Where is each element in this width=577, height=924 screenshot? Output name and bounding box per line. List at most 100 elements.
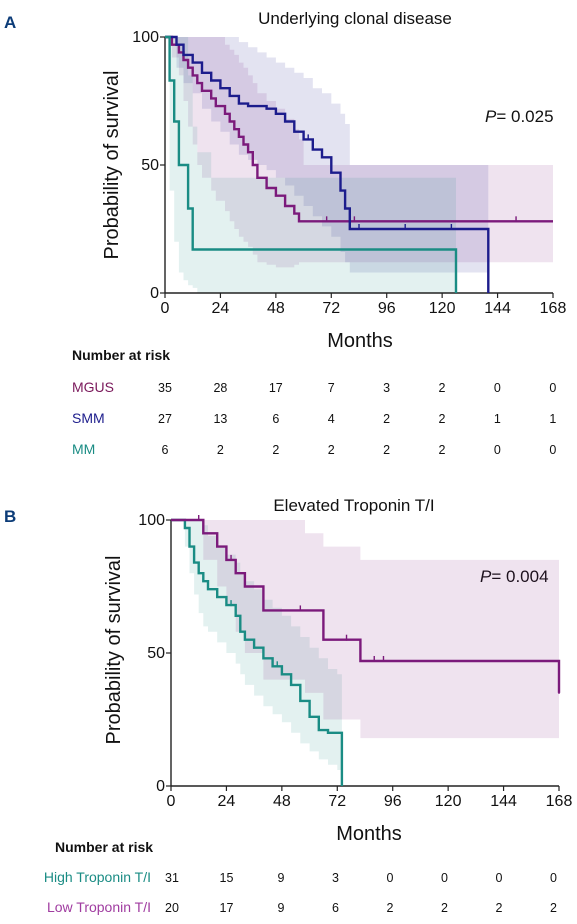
risk-count: 0: [550, 871, 557, 885]
risk-count: 1: [494, 412, 501, 426]
y-tick-label: 0: [156, 778, 165, 795]
y-tick-label: 50: [141, 157, 159, 174]
risk-count: 2: [383, 412, 390, 426]
risk-row-label: MGUS: [72, 379, 114, 395]
x-tick-label: 96: [378, 300, 396, 317]
y-tick-label: 50: [147, 645, 165, 662]
risk-count: 2: [496, 901, 503, 915]
curves-a: [165, 35, 553, 293]
risk-count: 3: [332, 871, 339, 885]
risk-count: 0: [441, 871, 448, 885]
x-tick-label: 48: [273, 793, 291, 810]
x-tick-label: 0: [161, 300, 170, 317]
risk-count: 31: [165, 871, 179, 885]
panel-label-b: B: [4, 507, 16, 526]
risk-count: 2: [439, 443, 446, 457]
risk-table-b: High Troponin T/I 31 15 9 3 0 0 0 0 Low Troponin …: [44, 869, 557, 915]
x-tick-label: 120: [435, 793, 462, 810]
curves-b: [171, 515, 561, 786]
risk-count: 1: [549, 412, 556, 426]
risk-count: 6: [162, 443, 169, 457]
risk-count: 2: [272, 443, 279, 457]
risk-table-header-a: Number at risk: [72, 347, 170, 363]
risk-row-label: Low Troponin T/I: [47, 899, 151, 915]
survival-curve-high-troponin-t-i: [171, 518, 344, 786]
x-tick-label: 48: [267, 300, 285, 317]
chart-title-b: Elevated Troponin T/I: [273, 496, 434, 515]
axes-b: 0 24 48 72 96 120 144 168 0 50 100: [138, 512, 572, 810]
risk-count: 6: [332, 901, 339, 915]
risk-count: 7: [328, 381, 335, 395]
y-tick-label: 100: [138, 512, 165, 529]
x-axis-label-b: Months: [336, 823, 402, 845]
x-tick-label: 96: [384, 793, 402, 810]
risk-count: 0: [387, 871, 394, 885]
x-tick-label: 144: [484, 300, 511, 317]
risk-count: 0: [496, 871, 503, 885]
survival-curve-mm: [165, 35, 458, 293]
chart-title-a: Underlying clonal disease: [258, 9, 452, 28]
panel-label-a: A: [4, 13, 16, 32]
risk-count: 17: [269, 381, 283, 395]
x-tick-label: 120: [429, 300, 456, 317]
risk-count: 9: [278, 901, 285, 915]
p-value-text-b: = 0.004: [491, 567, 548, 586]
risk-table-header-b: Number at risk: [55, 839, 153, 855]
risk-count: 0: [494, 443, 501, 457]
risk-count: 2: [217, 443, 224, 457]
risk-count: 17: [220, 901, 234, 915]
risk-count: 20: [165, 901, 179, 915]
risk-count: 2: [439, 412, 446, 426]
x-tick-label: 144: [490, 793, 517, 810]
risk-count: 0: [549, 381, 556, 395]
risk-count: 27: [158, 412, 172, 426]
y-axis-label-b: Probability of survival: [103, 556, 125, 745]
x-axis-label-a: Months: [327, 330, 393, 352]
ci-bands-b: [171, 520, 559, 773]
ci-band-high-troponin-t-i: [171, 520, 342, 773]
risk-count: 15: [220, 871, 234, 885]
survival-curve-smm: [165, 35, 490, 293]
risk-table-a: MGUS 35 28 17 7 3 2 0 0 SMM 27 13 6 4 2 2 1 1 MM 6 2 2 2 2 2 0 0: [72, 379, 556, 457]
p-value-b: P= 0.004: [480, 567, 549, 586]
ci-band-mgus: [165, 37, 553, 268]
risk-count: 2: [439, 381, 446, 395]
panel-b: B Elevated Troponin T/I Probability of s…: [4, 496, 572, 915]
risk-row-label: High Troponin T/I: [44, 869, 151, 885]
x-tick-label: 24: [218, 793, 236, 810]
p-value-symbol-a: P: [485, 107, 497, 126]
ci-band-smm: [165, 37, 489, 281]
risk-count: 2: [550, 901, 557, 915]
p-value-a: P= 0.025: [485, 107, 554, 126]
risk-count: 2: [328, 443, 335, 457]
risk-count: 35: [158, 381, 172, 395]
risk-count: 0: [549, 443, 556, 457]
risk-count: 13: [213, 412, 227, 426]
risk-row-label: MM: [72, 441, 95, 457]
ci-bands-a: [165, 37, 553, 293]
x-tick-label: 72: [328, 793, 346, 810]
risk-count: 2: [383, 443, 390, 457]
ci-band-low-troponin-t-i: [171, 520, 559, 760]
survival-curve-mgus: [165, 35, 553, 223]
risk-count: 2: [387, 901, 394, 915]
x-tick-label: 168: [540, 300, 567, 317]
x-tick-label: 24: [212, 300, 230, 317]
p-value-symbol-b: P: [480, 567, 492, 586]
x-tick-label: 168: [546, 793, 573, 810]
survival-curve-low-troponin-t-i: [171, 518, 561, 693]
risk-count: 0: [494, 381, 501, 395]
risk-count: 2: [441, 901, 448, 915]
risk-count: 28: [213, 381, 227, 395]
y-tick-label: 0: [150, 285, 159, 302]
x-tick-label: 0: [167, 793, 176, 810]
risk-count: 6: [272, 412, 279, 426]
risk-row-label: SMM: [72, 410, 105, 426]
p-value-text-a: = 0.025: [496, 107, 553, 126]
y-axis-label-a: Probability of survival: [101, 71, 123, 260]
risk-count: 4: [328, 412, 335, 426]
x-tick-label: 72: [322, 300, 340, 317]
panel-a: A Underlying clonal disease Probability …: [4, 9, 566, 457]
y-tick-label: 100: [132, 29, 159, 46]
